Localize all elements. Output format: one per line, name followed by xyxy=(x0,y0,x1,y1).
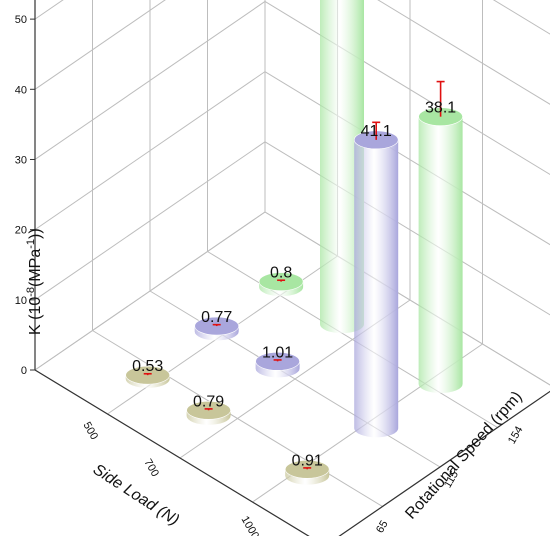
x-tick-label: 1000 xyxy=(238,514,261,536)
y-tick-label: 65 xyxy=(374,519,391,536)
data-label: 0.79 xyxy=(193,393,224,410)
bar-group: 52.33 xyxy=(320,0,364,334)
bar-group: 1.01 xyxy=(255,344,300,378)
grid-line-right-wall xyxy=(264,1,550,176)
y-axis-line xyxy=(338,390,550,536)
data-label: 41.1 xyxy=(361,123,392,140)
axis-lines xyxy=(30,0,550,536)
bar-cylinder-body xyxy=(354,139,399,438)
grid-line-right-wall xyxy=(492,0,550,35)
bar-group: 0.53 xyxy=(125,358,170,388)
grid-line-right-wall xyxy=(264,71,550,246)
bars: 0.53 0.79 0.77 1.01 0.91 0.8 52.3341.1 38.1 xyxy=(125,0,463,485)
y-tick-label: 154 xyxy=(506,424,526,446)
x-tick-label: 700 xyxy=(141,457,161,479)
z-tick-label: 50 xyxy=(15,14,27,26)
z-axis-title-exp: -8 xyxy=(25,287,37,297)
grid-line-floor xyxy=(264,211,550,386)
grid-line-floor xyxy=(207,251,498,428)
bar-group: 0.8 xyxy=(258,265,304,297)
data-label: 1.01 xyxy=(262,344,293,361)
x-tick-label: 500 xyxy=(81,420,101,442)
bar-group: 0.77 xyxy=(194,309,239,341)
grid-line-floor xyxy=(34,369,310,536)
grid-line-floor xyxy=(149,290,441,468)
z-axis-title-tail: (MPa xyxy=(27,249,44,287)
z-tick-label: 0 xyxy=(21,365,27,377)
grid-line-right-wall xyxy=(264,141,550,316)
bar-cylinder-body xyxy=(320,0,364,334)
data-label: 0.53 xyxy=(132,358,163,375)
z-axis-title-exp2: -1 xyxy=(25,239,37,249)
z-tick-label: 30 xyxy=(15,154,27,166)
z-axis-title-end: )) xyxy=(27,228,44,239)
data-label: 0.77 xyxy=(201,309,232,326)
z-tick-label: 20 xyxy=(15,225,27,237)
x-axis-line xyxy=(34,369,310,536)
grid-line-floor xyxy=(34,211,266,371)
bar-group: 38.1 xyxy=(418,80,463,394)
grid-line-right-wall xyxy=(377,0,550,105)
x-axis-title: Side Load (N) xyxy=(90,461,182,529)
data-label: 0.91 xyxy=(292,452,323,469)
bar-group: 41.1 xyxy=(353,121,399,438)
z-axis-title: K (10-8(MPa-1)) xyxy=(25,228,44,335)
z-axis-title-main: K (10 xyxy=(27,297,44,335)
bar-group: 0.79 xyxy=(186,393,231,425)
z-tick-label: 40 xyxy=(15,84,27,96)
z-tick-label: 10 xyxy=(15,295,27,307)
data-label: 38.1 xyxy=(425,100,456,117)
bar-cylinder-body xyxy=(418,116,463,394)
data-label: 0.8 xyxy=(270,265,292,282)
bar-group: 0.91 xyxy=(284,452,330,485)
